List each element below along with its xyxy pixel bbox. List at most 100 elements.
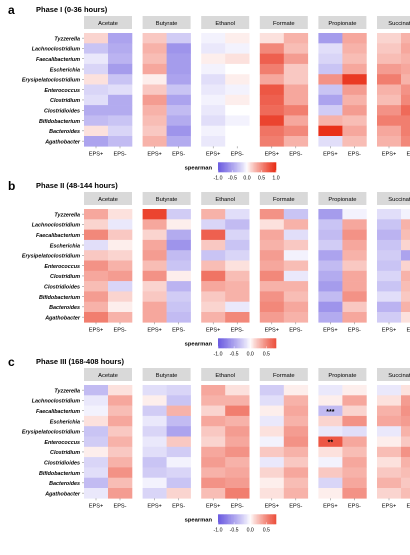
legend-tick-label: -1.0 xyxy=(214,351,223,357)
legend-gradient-step xyxy=(238,338,241,349)
heatmap-cell xyxy=(108,301,133,313)
heatmap-cell xyxy=(225,115,250,126)
heatmap-cell xyxy=(377,74,402,85)
legend-gradient-step xyxy=(248,338,251,349)
heatmap-cell xyxy=(377,301,402,313)
legend-gradient-step xyxy=(225,514,227,525)
heatmap-cell xyxy=(283,301,309,313)
column-label: EPS+ xyxy=(147,151,161,157)
heatmap-cell xyxy=(166,105,191,116)
heatmap-cell xyxy=(201,312,226,323)
heatmap-cell xyxy=(225,270,250,282)
legend-tick-label: -1.0 xyxy=(214,527,223,533)
heatmap-cell xyxy=(283,219,309,230)
heatmap-cell xyxy=(377,219,402,230)
heatmap-cell xyxy=(166,33,191,44)
heatmap-cell xyxy=(342,385,367,396)
heatmap-cell xyxy=(318,312,343,323)
facet-label: Propionate xyxy=(328,21,356,27)
legend-gradient-step xyxy=(241,338,243,349)
heatmap-cell xyxy=(259,63,285,75)
heatmap-cell xyxy=(283,125,309,137)
heatmap-cell xyxy=(318,43,343,54)
legend-gradient-step xyxy=(229,338,232,349)
legend-gradient-step xyxy=(223,162,226,173)
heatmap-cell xyxy=(377,457,402,468)
heatmap-cell xyxy=(283,229,309,241)
legend-gradient-step xyxy=(228,338,230,349)
heatmap-cell xyxy=(84,395,109,406)
heatmap-cell xyxy=(283,395,309,406)
row-label: Faecalibacterium xyxy=(36,409,80,415)
legend-gradient-step xyxy=(235,338,238,349)
legend-gradient-step xyxy=(220,162,223,173)
heatmap-cell xyxy=(342,219,367,230)
heatmap-cell xyxy=(142,385,167,396)
heatmap-cell xyxy=(259,436,285,448)
legend-gradient-step xyxy=(274,338,277,349)
facet-strip xyxy=(377,192,410,205)
row-label: Lachnoclostridium xyxy=(32,399,80,405)
heatmap-cell xyxy=(401,250,410,261)
heatmap-cell xyxy=(142,74,167,85)
heatmap-cell xyxy=(259,84,285,96)
heatmap-cell xyxy=(283,446,309,458)
heatmap-cell xyxy=(225,312,250,323)
heatmap-cell xyxy=(283,74,309,85)
heatmap-cell xyxy=(259,115,285,126)
legend-gradient-step xyxy=(239,514,242,525)
heatmap-cell xyxy=(342,63,367,75)
heatmap-cell xyxy=(401,446,410,458)
heatmap-cell xyxy=(318,125,343,137)
column-label: EPS- xyxy=(231,503,244,509)
legend-gradient-step xyxy=(249,514,252,525)
heatmap-cell xyxy=(318,395,343,406)
heatmap-cell xyxy=(377,405,402,417)
heatmap-cell xyxy=(377,260,402,272)
legend-gradient-step xyxy=(262,338,265,349)
heatmap-cell xyxy=(201,301,226,313)
facet-strip xyxy=(84,16,132,29)
legend-gradient-step xyxy=(261,338,264,349)
heatmap-cell xyxy=(225,446,250,458)
heatmap-cell xyxy=(201,385,226,396)
heatmap-cell xyxy=(401,260,410,272)
heatmap-cell xyxy=(166,74,191,85)
legend-gradient-step xyxy=(225,338,227,349)
heatmap-cell xyxy=(377,115,402,126)
heatmap-cell xyxy=(283,291,309,302)
heatmap-cell xyxy=(342,33,367,44)
heatmap-cell xyxy=(225,229,250,241)
heatmap-cell xyxy=(377,250,402,261)
heatmap-cell xyxy=(84,74,109,85)
heatmap-cell xyxy=(342,291,367,302)
heatmap-cell xyxy=(142,250,167,261)
heatmap-cell xyxy=(108,43,133,54)
heatmap-cell xyxy=(318,136,343,147)
heatmap-cell xyxy=(377,84,402,96)
row-label: Tyzzerella xyxy=(54,212,80,218)
heatmap-cell xyxy=(283,312,309,323)
heatmap-cell xyxy=(142,488,167,499)
heatmap-cell xyxy=(283,209,309,220)
row-label: Enterococcus xyxy=(44,440,80,446)
heatmap-cell xyxy=(401,63,410,75)
heatmap-cell xyxy=(166,436,191,448)
legend-gradient-step xyxy=(270,338,272,349)
heatmap-cell xyxy=(108,312,133,323)
heatmap-cell xyxy=(108,136,133,147)
heatmap-cell xyxy=(108,457,133,468)
heatmap-cell xyxy=(142,125,167,137)
heatmap-cell xyxy=(108,488,133,499)
heatmap-cell xyxy=(142,415,167,427)
legend-gradient-step xyxy=(271,338,274,349)
heatmap-cell xyxy=(166,301,191,313)
heatmap-cell xyxy=(108,415,133,427)
facet-strip xyxy=(377,16,410,29)
legend-tick-label: 0.5 xyxy=(258,175,265,181)
facet-label: Formate xyxy=(273,373,295,379)
heatmap-cell xyxy=(259,94,285,106)
heatmap-cell xyxy=(166,457,191,468)
heatmap-cell xyxy=(318,301,343,313)
legend-gradient-step xyxy=(219,162,222,173)
